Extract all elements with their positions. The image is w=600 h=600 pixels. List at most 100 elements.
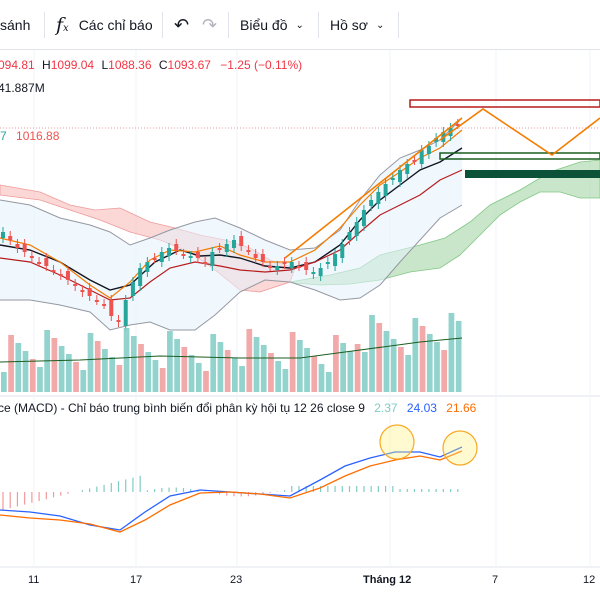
volume-bar bbox=[167, 331, 173, 392]
macd-signal-value: 21.66 bbox=[446, 401, 477, 415]
volume-bar bbox=[109, 357, 115, 392]
volume-bar bbox=[253, 337, 260, 392]
change-value: −1.25 (−0.11%) bbox=[220, 58, 303, 72]
volume-bar bbox=[102, 349, 108, 392]
volume-bar bbox=[361, 352, 368, 392]
close-value: 1093.67 bbox=[167, 58, 211, 72]
volume-bar bbox=[37, 367, 43, 392]
compare-label: sánh bbox=[0, 17, 31, 33]
volume-bar bbox=[15, 343, 22, 392]
candle-body bbox=[181, 254, 186, 256]
volume-bar bbox=[152, 360, 159, 392]
redo-icon: ↷ bbox=[202, 14, 218, 35]
candle-body bbox=[1, 232, 5, 238]
candle-body bbox=[203, 262, 208, 264]
candle-body bbox=[8, 236, 13, 240]
candle-body bbox=[253, 254, 258, 258]
volume-ma-line bbox=[0, 337, 463, 363]
candle-body bbox=[51, 270, 56, 272]
bollinger-upper-line bbox=[0, 117, 463, 251]
candle-body bbox=[188, 256, 193, 258]
drawing-support-bar bbox=[465, 170, 600, 178]
chart-type-dropdown[interactable]: Biểu đồ ⌄ bbox=[240, 0, 304, 50]
toolbar-divider bbox=[44, 12, 45, 38]
undo-icon: ↶ bbox=[174, 14, 190, 35]
volume-bar bbox=[333, 335, 339, 392]
bollinger-lower-line bbox=[0, 204, 463, 331]
time-axis-label: Tháng 12 bbox=[363, 574, 412, 586]
candle-body bbox=[210, 252, 215, 266]
volume-bar bbox=[383, 331, 390, 392]
indicators-button[interactable]: fx Các chỉ báo bbox=[56, 0, 153, 50]
candle-body bbox=[426, 146, 431, 154]
candle-body bbox=[65, 271, 70, 280]
volume-bar bbox=[289, 332, 296, 392]
volume-bar bbox=[174, 339, 180, 392]
volume-bar bbox=[210, 334, 217, 392]
candle-body bbox=[268, 266, 273, 268]
candle-body bbox=[275, 266, 280, 270]
candle-body bbox=[282, 262, 287, 264]
volume-bar bbox=[260, 345, 267, 392]
projection-zigzag bbox=[439, 108, 600, 156]
high-label: H bbox=[42, 58, 51, 72]
candle-body bbox=[296, 266, 301, 268]
volume-bar bbox=[405, 355, 411, 392]
volume-bar bbox=[376, 323, 383, 392]
volume-bar bbox=[22, 351, 29, 392]
volume-bar bbox=[268, 353, 274, 392]
volume-bar bbox=[145, 352, 152, 392]
candle-body bbox=[102, 304, 107, 306]
candle-body bbox=[455, 124, 460, 126]
chevron-down-icon: ⌄ bbox=[375, 19, 385, 31]
candle-body bbox=[109, 300, 114, 316]
candle-body bbox=[340, 244, 345, 258]
profile-dropdown[interactable]: Hồ sơ ⌄ bbox=[330, 0, 384, 50]
candle-body bbox=[44, 258, 49, 266]
volume-bar bbox=[318, 364, 325, 392]
compare-button[interactable]: sánh bbox=[0, 0, 30, 50]
candle-body bbox=[94, 300, 99, 302]
candle-body bbox=[167, 248, 172, 256]
candle-body bbox=[22, 244, 27, 252]
candle-body bbox=[217, 248, 222, 250]
candle-body bbox=[130, 282, 135, 296]
candle-body bbox=[73, 284, 78, 286]
volume-bar bbox=[232, 358, 238, 392]
volume-bar bbox=[51, 338, 58, 392]
volume-bar bbox=[448, 313, 455, 392]
volume-bar bbox=[181, 347, 188, 392]
volume-bar bbox=[325, 372, 332, 392]
candle-body bbox=[232, 240, 236, 248]
candle-body bbox=[239, 236, 244, 246]
redo-button[interactable]: ↷ bbox=[202, 0, 217, 50]
volume-bar bbox=[390, 339, 397, 392]
time-axis-label: 23 bbox=[230, 574, 243, 586]
volume-bar bbox=[419, 326, 426, 392]
profile-label: Hồ sơ bbox=[330, 17, 368, 33]
candle-body bbox=[405, 164, 410, 174]
candle-body bbox=[398, 170, 403, 182]
candle-body bbox=[376, 192, 381, 204]
chevron-down-icon: ⌄ bbox=[295, 19, 304, 31]
candle-body bbox=[383, 184, 388, 196]
candle-body bbox=[354, 222, 359, 236]
volume-bar bbox=[455, 321, 462, 392]
volume-bar bbox=[347, 351, 354, 392]
time-axis-label: 7 bbox=[492, 574, 499, 586]
indicators-label: Các chỉ báo bbox=[78, 17, 153, 33]
candle-body bbox=[325, 262, 330, 264]
volume-bar bbox=[130, 336, 137, 392]
candle-body bbox=[260, 254, 265, 262]
volume-bar bbox=[369, 315, 375, 392]
volume-bar bbox=[73, 362, 79, 392]
undo-button[interactable]: ↶ bbox=[174, 0, 189, 50]
volume-bar bbox=[123, 328, 130, 392]
candle-body bbox=[145, 262, 150, 272]
ohlc-legend: 094.81 H1099.04 L1088.36 C1093.67 −1.25 … bbox=[0, 58, 302, 72]
candle-body bbox=[87, 288, 92, 296]
volume-bar bbox=[159, 368, 166, 392]
candle-body bbox=[80, 290, 85, 292]
toolbar-divider bbox=[162, 12, 163, 38]
